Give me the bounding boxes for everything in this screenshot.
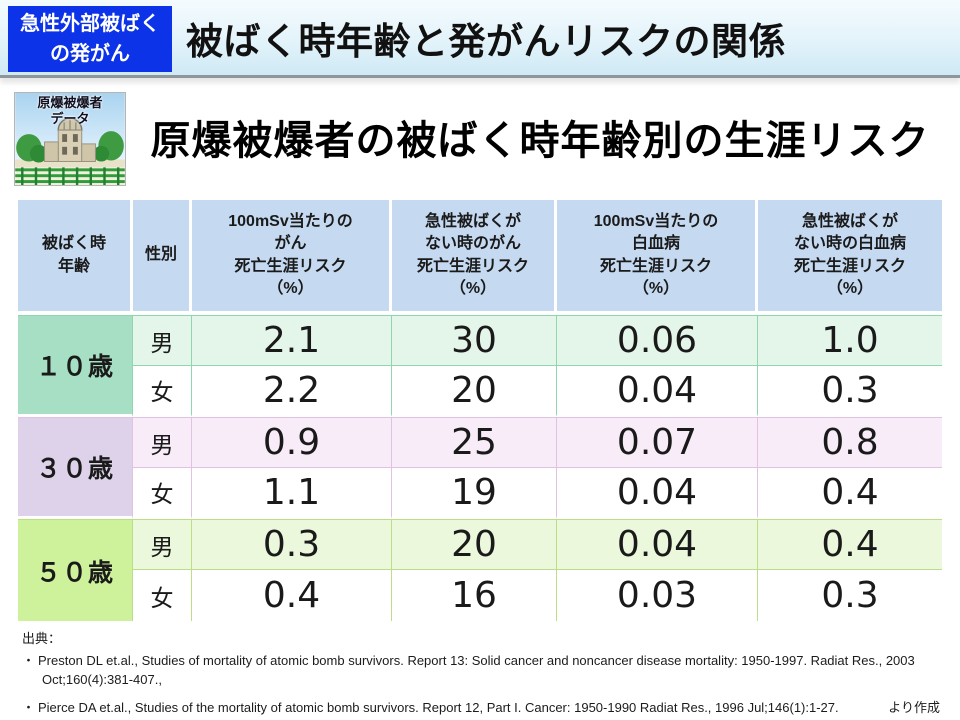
category-tag: 急性外部被ばく の発がん bbox=[8, 6, 172, 72]
sex-cell: 女 bbox=[133, 468, 192, 519]
value-cell: 1.0 bbox=[758, 315, 942, 366]
col-header-leukemia-100msv: 100mSv当たりの 白血病 死亡生涯リスク （%） bbox=[557, 200, 758, 315]
value-cell: 2.1 bbox=[192, 315, 392, 366]
header-band: 急性外部被ばく の発がん 被ばく時年齢と発がんリスクの関係 bbox=[0, 0, 960, 78]
age-cell-50: ５０歳 bbox=[18, 519, 133, 621]
col-header-cancer-baseline: 急性被ばくが ない時のがん 死亡生涯リスク （%） bbox=[392, 200, 557, 315]
category-tag-line2: の発がん bbox=[50, 43, 130, 65]
sources: 出典： ・ Preston DL et.al., Studies of mort… bbox=[22, 630, 940, 719]
value-cell: 0.8 bbox=[758, 417, 942, 468]
value-cell: 25 bbox=[392, 417, 557, 468]
citation: ・ Pierce DA et.al., Studies of the morta… bbox=[22, 699, 940, 718]
value-cell: 0.03 bbox=[557, 570, 758, 621]
value-cell: 0.4 bbox=[192, 570, 392, 621]
sex-cell: 男 bbox=[133, 519, 192, 570]
citation-text-continued: Oct;160(4):381-407., bbox=[42, 671, 162, 687]
value-cell: 0.07 bbox=[557, 417, 758, 468]
col-header-age: 被ばく時 年齢 bbox=[18, 200, 133, 315]
source-label: 出典： bbox=[22, 631, 62, 646]
value-cell: 0.06 bbox=[557, 315, 758, 366]
value-cell: 16 bbox=[392, 570, 557, 621]
citation-text: Pierce DA et.al., Studies of the mortali… bbox=[38, 699, 839, 715]
citation-bullet: ・ bbox=[22, 652, 36, 668]
value-cell: 20 bbox=[392, 519, 557, 570]
genbaku-dome-illustration bbox=[15, 93, 125, 185]
value-cell: 0.4 bbox=[758, 468, 942, 519]
genbaku-dome-icon: 原爆被爆者 データ bbox=[14, 92, 126, 186]
value-cell: 0.04 bbox=[557, 366, 758, 417]
value-cell: 2.2 bbox=[192, 366, 392, 417]
citation: ・ Preston DL et.al., Studies of mortalit… bbox=[22, 652, 940, 690]
citation-text: Preston DL et.al., Studies of mortality … bbox=[38, 652, 915, 668]
risk-table: 被ばく時 年齢 性別 100mSv当たりの がん 死亡生涯リスク （%） 急性被… bbox=[18, 200, 942, 621]
col-header-cancer-100msv: 100mSv当たりの がん 死亡生涯リスク （%） bbox=[192, 200, 392, 315]
icon-caption-line1: 原爆被爆者 bbox=[37, 95, 103, 110]
sex-cell: 男 bbox=[133, 315, 192, 366]
value-cell: 30 bbox=[392, 315, 557, 366]
sex-cell: 女 bbox=[133, 570, 192, 621]
value-cell: 0.04 bbox=[557, 468, 758, 519]
value-cell: 0.3 bbox=[758, 366, 942, 417]
age-cell-30: ３０歳 bbox=[18, 417, 133, 519]
value-cell: 0.4 bbox=[758, 519, 942, 570]
age-cell-10: １０歳 bbox=[18, 315, 133, 417]
citation-note: より作成 bbox=[888, 699, 940, 715]
col-header-sex: 性別 bbox=[133, 200, 192, 315]
sex-cell: 男 bbox=[133, 417, 192, 468]
value-cell: 1.1 bbox=[192, 468, 392, 519]
sex-cell: 女 bbox=[133, 366, 192, 417]
category-tag-line1: 急性外部被ばく bbox=[20, 13, 160, 35]
value-cell: 20 bbox=[392, 366, 557, 417]
icon-caption-line2: データ bbox=[50, 111, 90, 127]
section-subtitle: 原爆被爆者の被ばく時年齢別の生涯リスク bbox=[150, 119, 930, 163]
value-cell: 0.3 bbox=[192, 519, 392, 570]
value-cell: 0.04 bbox=[557, 519, 758, 570]
col-header-leukemia-baseline: 急性被ばくが ない時の白血病 死亡生涯リスク （%） bbox=[758, 200, 942, 315]
value-cell: 0.9 bbox=[192, 417, 392, 468]
icon-caption: 原爆被爆者 データ bbox=[15, 95, 125, 128]
value-cell: 19 bbox=[392, 468, 557, 519]
page-title: 被ばく時年齢と発がんリスクの関係 bbox=[186, 20, 786, 62]
value-cell: 0.3 bbox=[758, 570, 942, 621]
citation-bullet: ・ bbox=[22, 699, 36, 715]
